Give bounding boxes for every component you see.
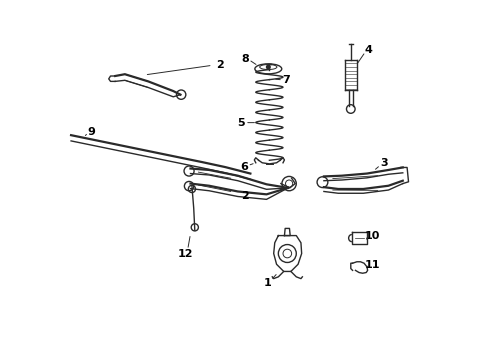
Text: 3: 3 xyxy=(380,158,388,168)
Text: 5: 5 xyxy=(238,118,245,128)
Text: 12: 12 xyxy=(178,248,194,258)
Text: 10: 10 xyxy=(365,231,380,240)
Text: 1: 1 xyxy=(263,278,271,288)
Text: 4: 4 xyxy=(365,45,373,55)
Text: 2: 2 xyxy=(241,191,249,201)
Text: 2: 2 xyxy=(216,60,224,70)
Text: 6: 6 xyxy=(240,162,248,172)
Text: 9: 9 xyxy=(88,127,96,136)
Text: 11: 11 xyxy=(365,260,380,270)
Text: 8: 8 xyxy=(241,54,249,64)
Circle shape xyxy=(267,65,270,69)
Text: 7: 7 xyxy=(282,75,290,85)
